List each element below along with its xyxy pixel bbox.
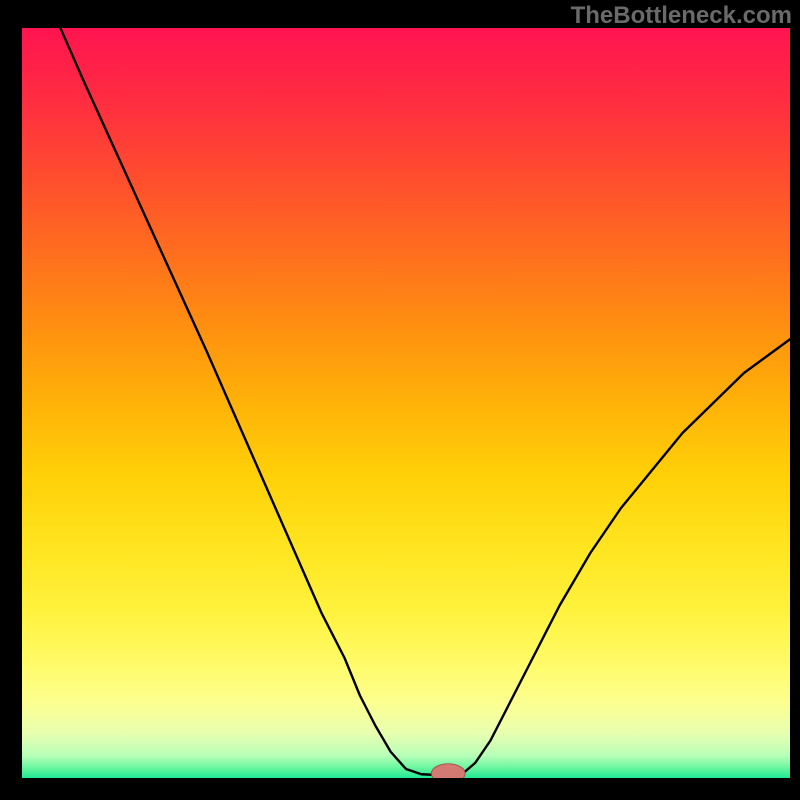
watermark-text: TheBottleneck.com bbox=[571, 2, 792, 30]
plot-area bbox=[22, 28, 790, 778]
chart-svg bbox=[22, 28, 790, 778]
gradient-background bbox=[22, 28, 790, 778]
chart-frame: TheBottleneck.com bbox=[0, 0, 800, 800]
